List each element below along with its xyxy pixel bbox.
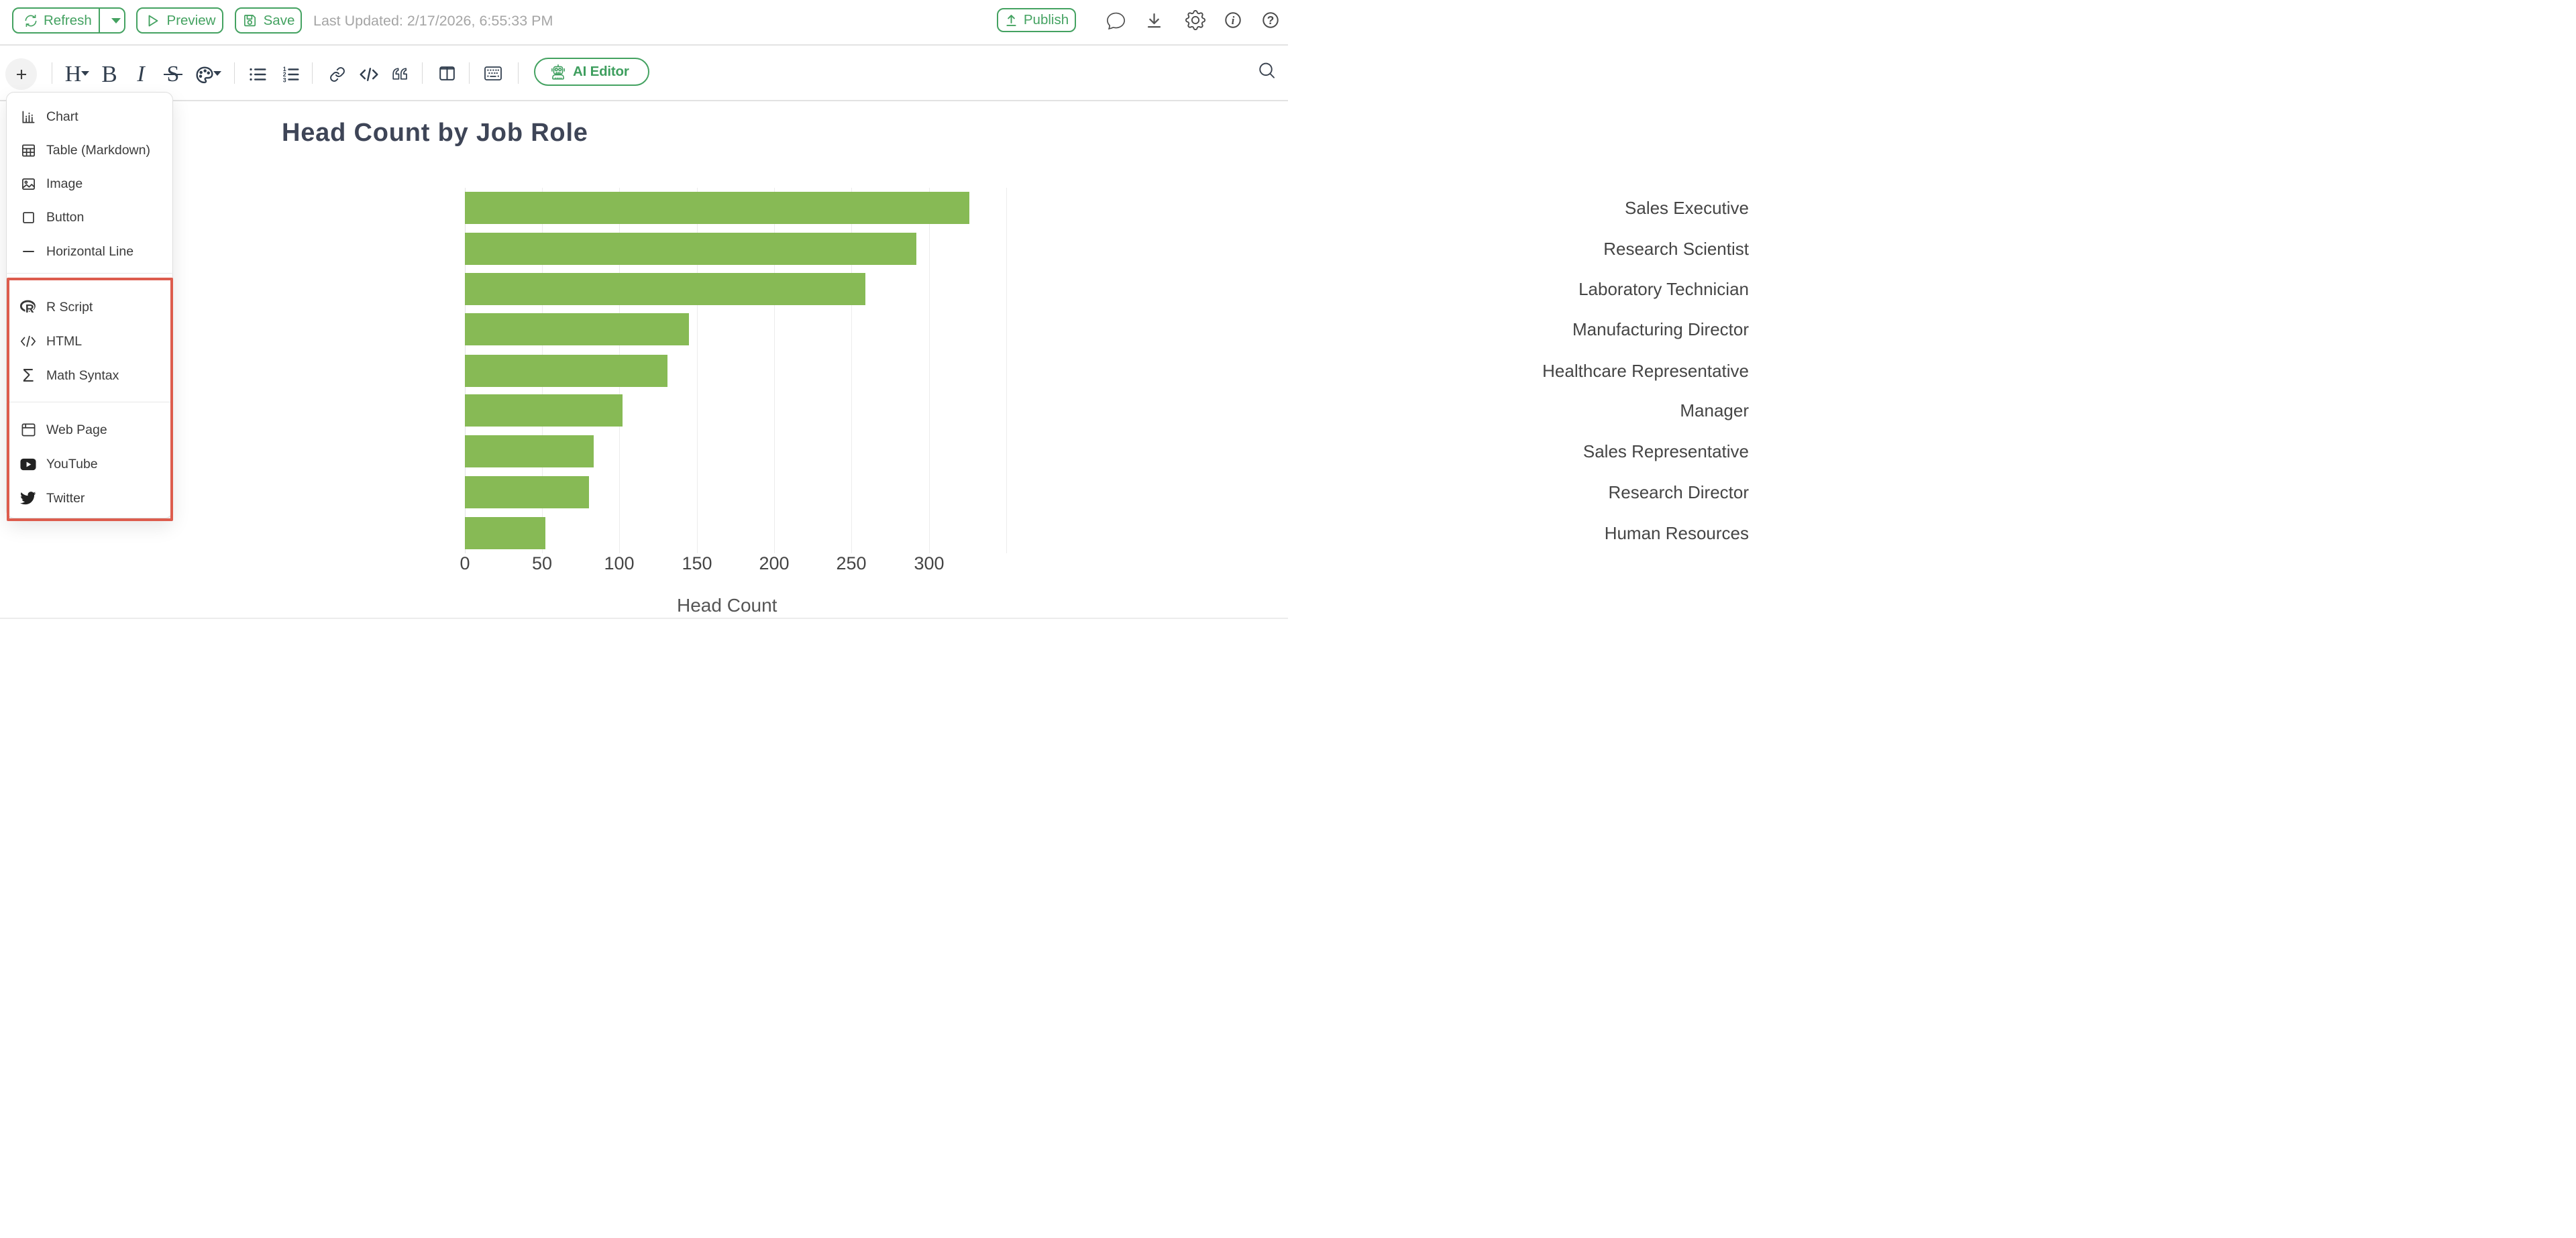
- svg-text:R: R: [25, 302, 34, 315]
- svg-text:?: ?: [1267, 13, 1275, 27]
- svg-text:R: R: [25, 302, 34, 315]
- svg-text:i: i: [1232, 14, 1235, 27]
- svg-text:2: 2: [283, 71, 286, 78]
- svg-text:1: 1: [283, 66, 286, 72]
- svg-text:3: 3: [283, 76, 286, 83]
